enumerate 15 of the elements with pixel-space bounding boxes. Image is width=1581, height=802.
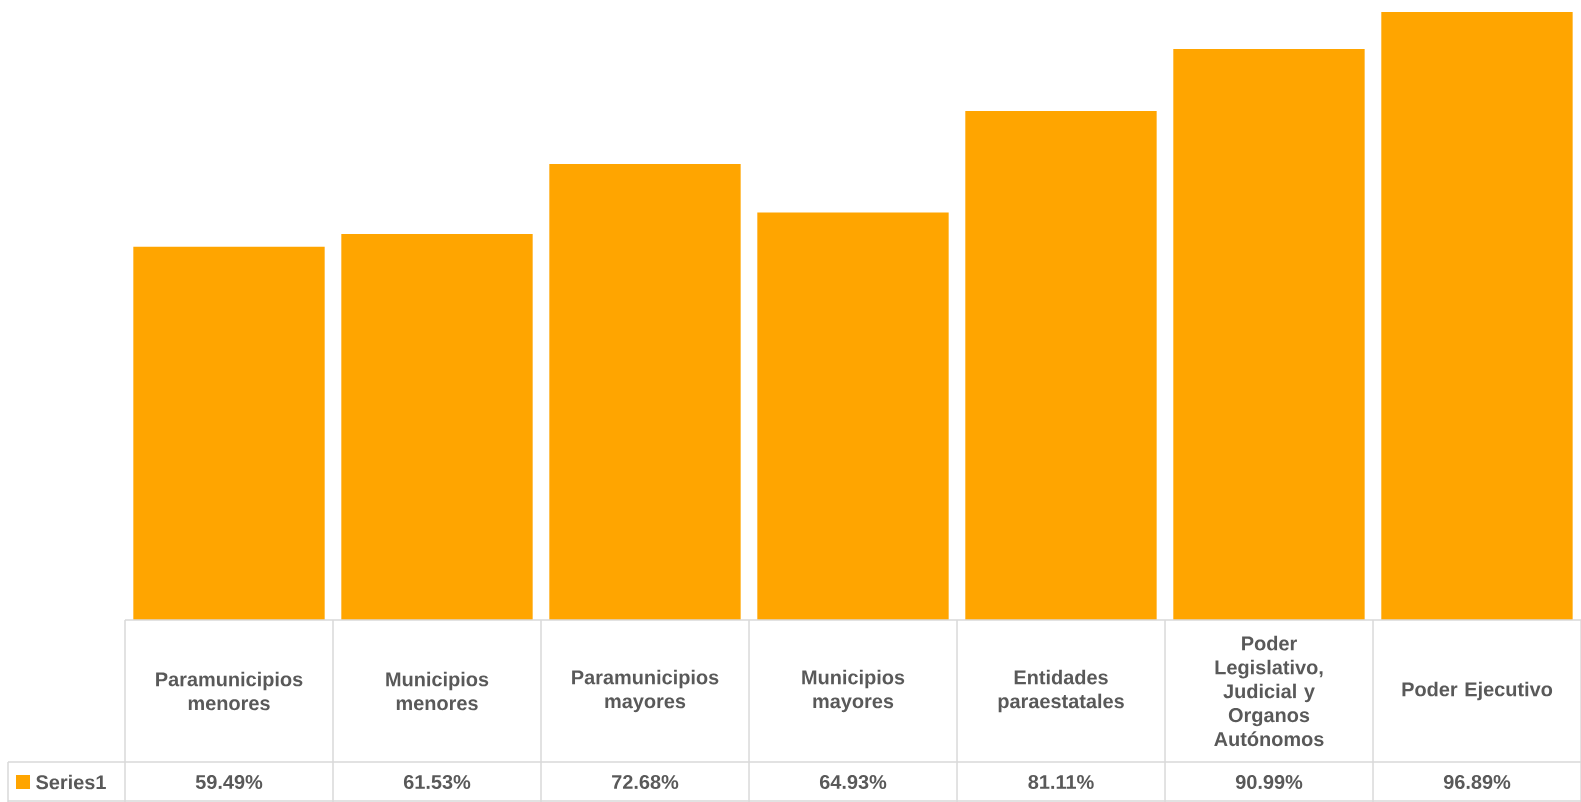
x-tick-label: Poder Ejecutivo: [1402, 681, 1553, 701]
data-label: 59.49%: [195, 774, 263, 790]
data-label: 72.68%: [612, 774, 679, 790]
x-tick-label: Paramunicipios menores: [156, 671, 303, 711]
data-label: 81.11%: [1028, 774, 1094, 790]
x-tick-label: Poder Legislativo, Judicial y Organos Autónomos: [1214, 635, 1324, 747]
x-tick-label: Municipios menores: [386, 671, 489, 711]
data-label: 90.99%: [1235, 774, 1303, 790]
data-label: 61.53%: [403, 774, 471, 790]
legend-label: Series1: [36, 774, 106, 790]
x-tick-label: Paramunicipios mayores: [572, 669, 719, 713]
data-label: 64.93%: [819, 774, 887, 790]
data-label: 96.89%: [1443, 774, 1511, 790]
x-tick-label: Entidades paraestatales: [998, 669, 1124, 713]
x-tick-label: Municipios mayores: [802, 669, 905, 713]
